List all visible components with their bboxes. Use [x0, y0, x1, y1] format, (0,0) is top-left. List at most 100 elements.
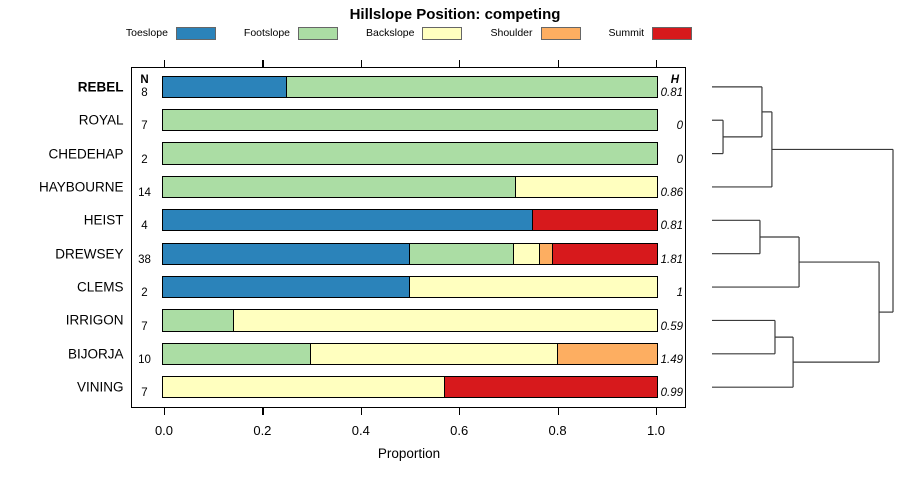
h-value: 0.81: [660, 87, 683, 99]
row-label-royal: ROYAL: [78, 112, 124, 128]
x-axis-tick-bottom: [459, 408, 461, 415]
bar-segment-toeslope: [163, 76, 287, 97]
h-value: 1: [676, 287, 683, 300]
n-value: 8: [141, 87, 148, 99]
legend-item-backslope: Backslope: [366, 26, 463, 40]
row-label-vining: VINING: [76, 379, 124, 395]
bar-segment-footslope: [409, 243, 515, 264]
chart-title: Hillslope Position: competing: [349, 6, 561, 23]
row-label-chedehap: CHEDEHAP: [48, 146, 124, 162]
x-axis-tick-label: 0.8: [548, 423, 567, 438]
h-column-header: H: [670, 73, 679, 86]
stacked-bar-bijorja: [162, 342, 658, 365]
x-axis-tick-bottom: [360, 408, 362, 415]
stacked-bar-clems: [162, 275, 658, 299]
bar-segment-backslope: [515, 176, 657, 198]
row-label-irrigon: IRRIGON: [65, 312, 124, 328]
stacked-bar-irrigon: [162, 309, 658, 332]
legend-swatch-summit: [652, 26, 693, 40]
n-value: 2: [141, 287, 148, 300]
bar-segment-shoulder: [540, 243, 554, 264]
h-value: 0: [676, 153, 683, 166]
n-value: 7: [141, 120, 148, 133]
bar-segment-footslope: [163, 310, 234, 331]
bar-segment-backslope: [163, 377, 446, 398]
bar-segment-shoulder: [558, 343, 657, 364]
plot-panel: [131, 67, 686, 408]
h-value: 1.81: [660, 253, 683, 266]
x-axis-tick-top: [164, 60, 166, 67]
n-column-header: N: [140, 73, 149, 86]
h-value: 0: [676, 120, 683, 133]
x-axis-tick-top: [557, 60, 559, 67]
n-value: 7: [141, 387, 148, 400]
x-axis-tick-bottom: [656, 408, 658, 415]
row-label-rebel: REBEL: [77, 79, 124, 95]
legend-label: Summit: [608, 27, 645, 39]
x-axis-tick-bottom: [262, 408, 264, 415]
x-axis-tick-top: [262, 60, 264, 67]
h-value: 0.59: [660, 320, 683, 333]
bar-segment-toeslope: [163, 276, 410, 298]
stacked-bar-royal: [162, 109, 658, 132]
row-label-drewsey: DREWSEY: [55, 246, 124, 262]
h-value: 0.99: [660, 387, 683, 400]
n-value: 7: [141, 320, 148, 333]
bar-segment-footslope: [163, 143, 657, 164]
stacked-bar-vining: [162, 376, 658, 399]
bar-segment-backslope: [514, 243, 541, 264]
x-axis-tick-top: [360, 60, 362, 67]
bar-segment-footslope: [163, 343, 312, 364]
legend-item-footslope: Footslope: [243, 26, 339, 40]
bar-segment-summit: [553, 243, 657, 264]
legend-swatch-toeslope: [175, 26, 216, 40]
bar-segment-backslope: [233, 310, 657, 331]
legend-label: Backslope: [366, 27, 415, 39]
h-value: 0.86: [660, 187, 683, 200]
bar-segment-footslope: [163, 110, 657, 131]
bar-segment-backslope: [311, 343, 559, 364]
legend-swatch-backslope: [422, 26, 463, 40]
x-axis-title: Proportion: [377, 446, 441, 461]
legend-item-shoulder: Shoulder: [490, 26, 581, 40]
n-value: 14: [138, 187, 151, 200]
legend-label: Footslope: [243, 27, 291, 39]
row-label-heist: HEIST: [83, 212, 124, 228]
x-axis-tick-top: [656, 60, 658, 67]
legend: Toeslope Footslope Backslope Shoulder Summit: [0, 25, 818, 41]
legend-item-summit: Summit: [608, 26, 693, 40]
legend-label: Toeslope: [125, 27, 168, 39]
x-axis-tick-bottom: [164, 408, 166, 415]
stacked-bar-heist: [162, 209, 658, 232]
x-axis-tick-label: 1.0: [646, 423, 666, 438]
x-axis-tick-label: 0.2: [253, 423, 272, 438]
bar-segment-footslope: [163, 176, 516, 198]
row-label-clems: CLEMS: [76, 279, 124, 295]
stacked-bar-drewsey: [162, 242, 658, 265]
n-value: 38: [138, 253, 151, 266]
bar-segment-toeslope: [163, 243, 410, 264]
x-axis-tick-label: 0.0: [154, 423, 174, 438]
bar-segment-summit: [445, 377, 657, 398]
h-value: 1.49: [660, 353, 683, 366]
bar-segment-summit: [533, 210, 657, 231]
n-value: 10: [138, 353, 151, 366]
bar-segment-backslope: [409, 276, 657, 298]
stacked-bar-rebel: [162, 75, 658, 98]
legend-swatch-shoulder: [540, 26, 581, 40]
x-axis-tick-label: 0.4: [351, 423, 370, 438]
legend-item-toeslope: Toeslope: [125, 26, 216, 40]
row-label-bijorja: BIJORJA: [67, 346, 124, 362]
row-label-haybourne: HAYBOURNE: [38, 179, 124, 195]
stacked-bar-chedehap: [162, 142, 658, 165]
legend-swatch-footslope: [298, 26, 339, 40]
bar-segment-toeslope: [163, 210, 534, 231]
legend-label: Shoulder: [490, 27, 533, 39]
n-value: 2: [141, 153, 148, 166]
x-axis-tick-label: 0.6: [450, 423, 469, 438]
x-axis-tick-top: [459, 60, 461, 67]
bar-segment-footslope: [286, 76, 657, 97]
h-value: 0.81: [660, 220, 683, 233]
